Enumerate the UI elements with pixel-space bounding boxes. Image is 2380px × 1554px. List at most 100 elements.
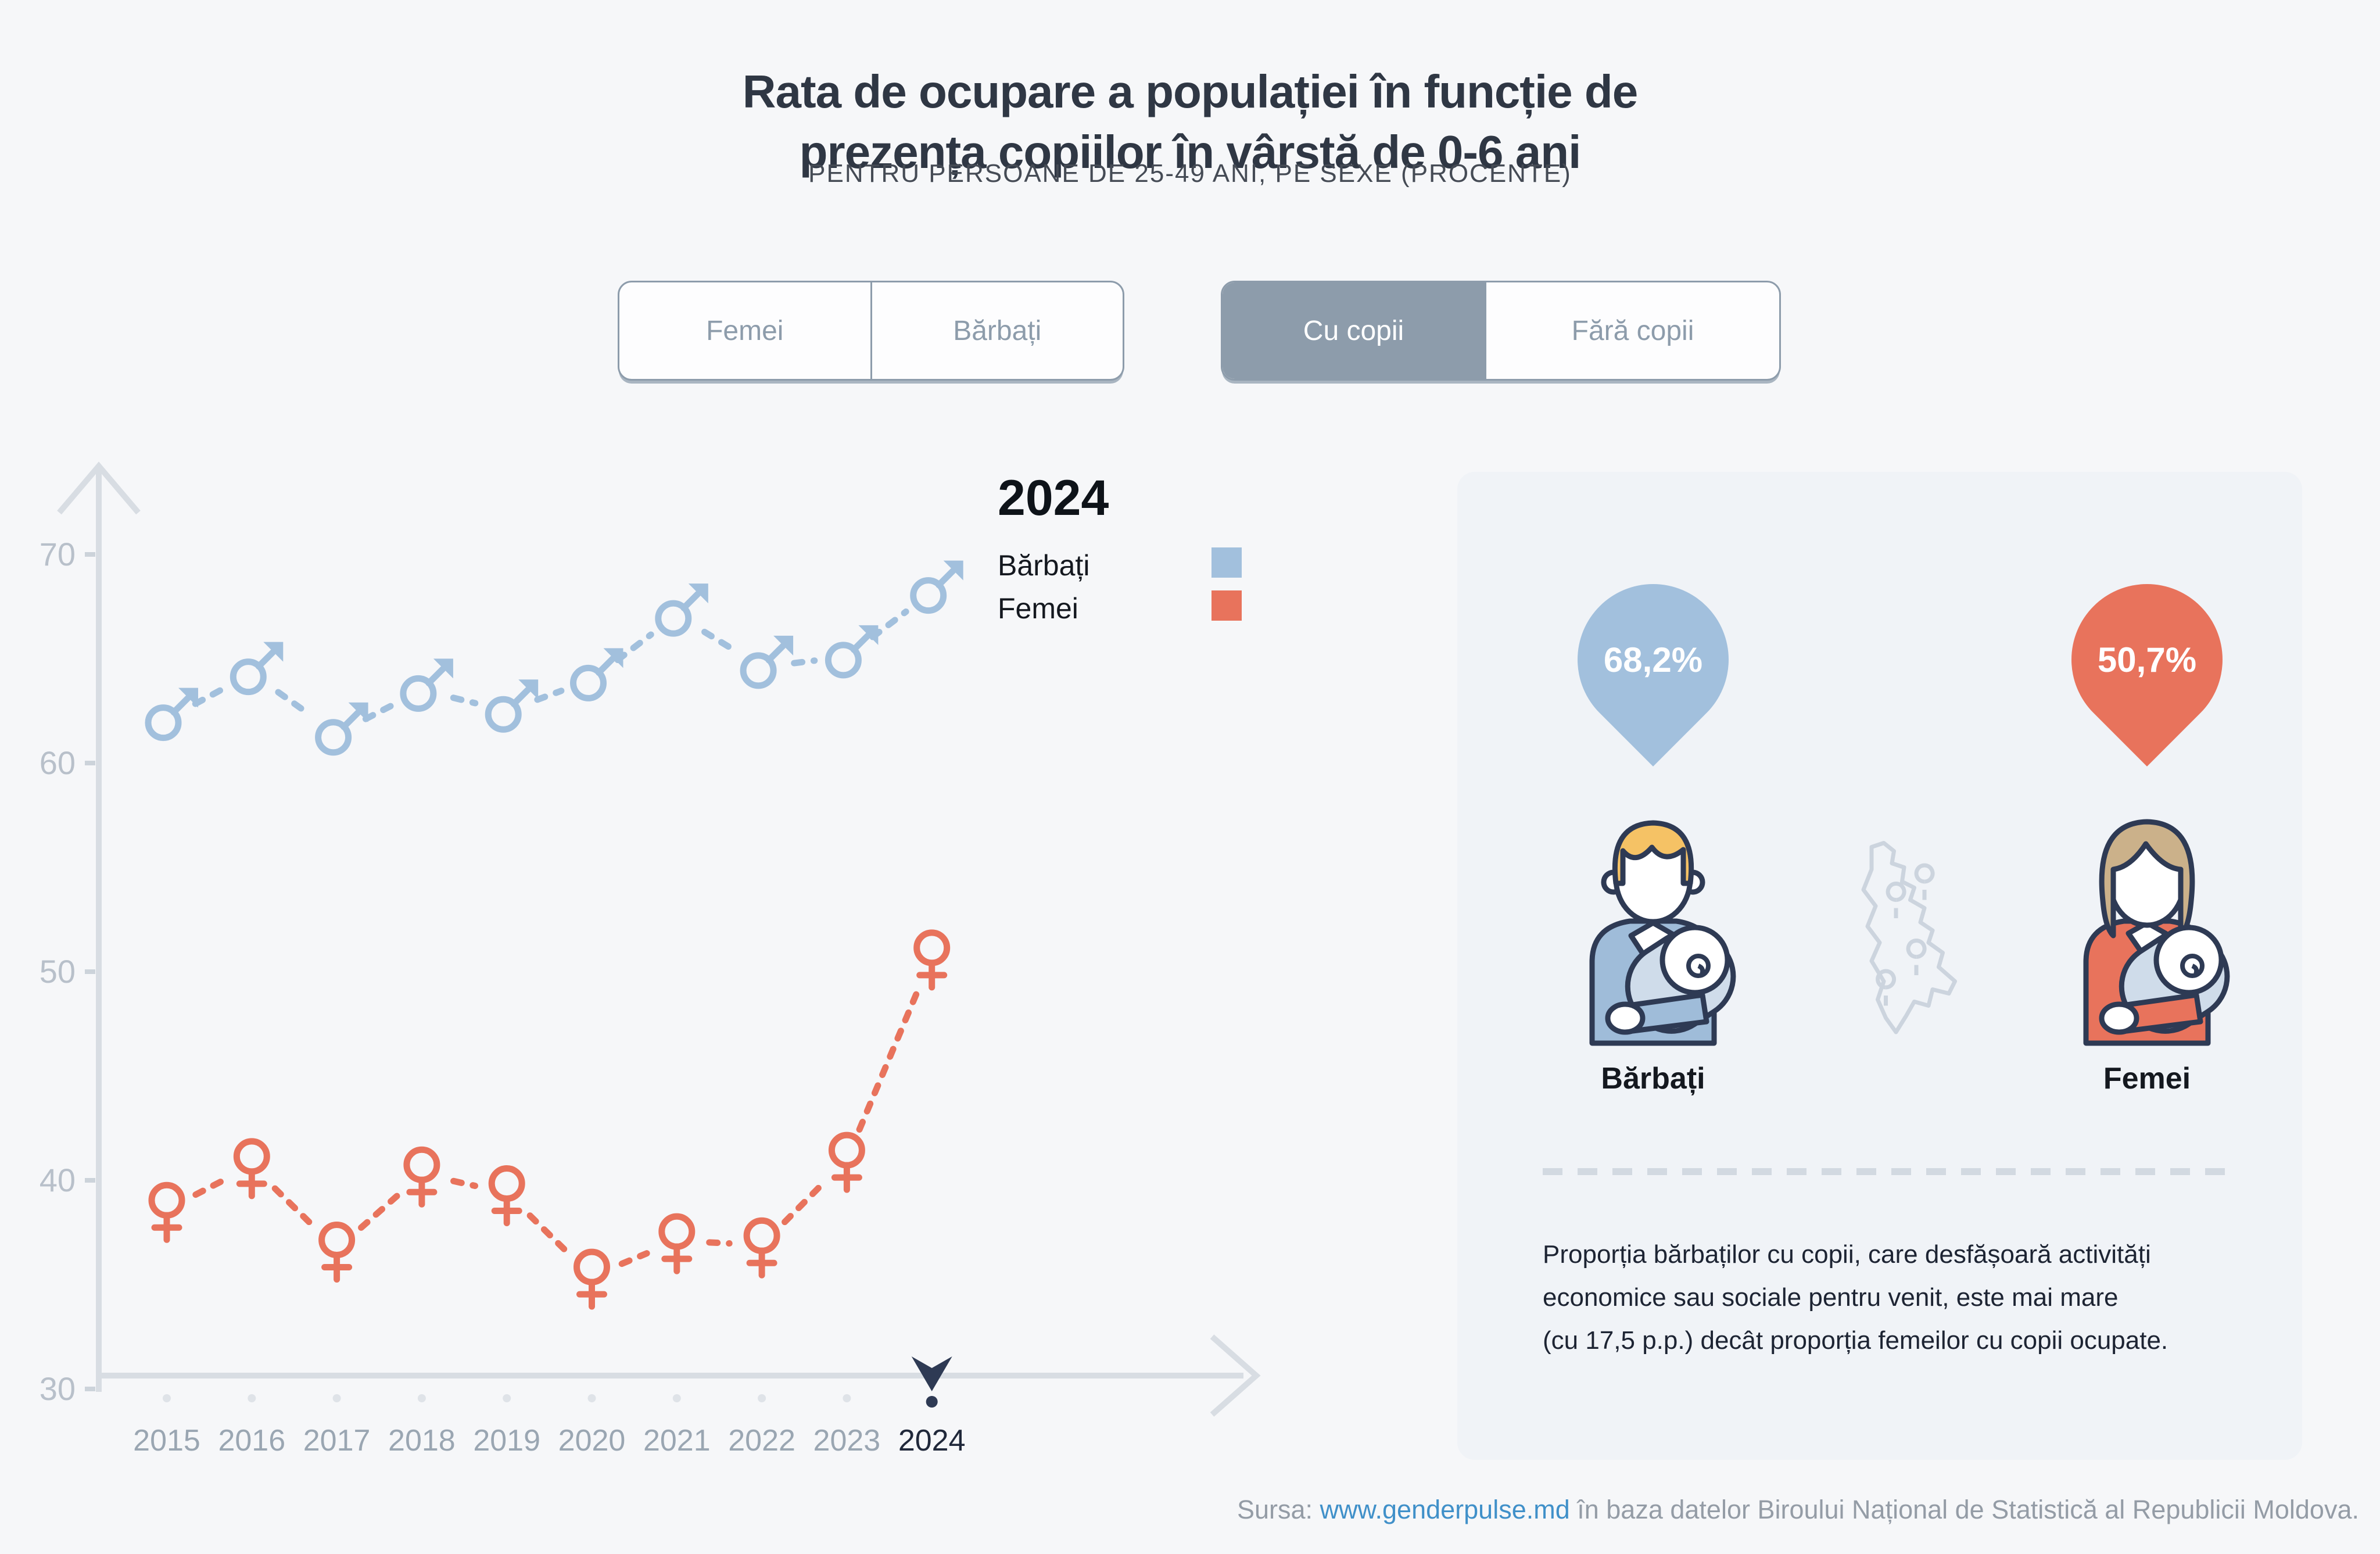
panel-note-line3: (cu 17,5 p.p.) decât proporția femeilor … xyxy=(1543,1326,2168,1355)
series-line-mars xyxy=(701,628,737,654)
series-line-mars xyxy=(450,694,479,707)
venus-marker-2018 xyxy=(403,1146,440,1208)
y-axis-arrow-icon xyxy=(57,461,141,515)
children-filter: Cu copii Fără copii xyxy=(1221,281,1781,381)
series-line-mars xyxy=(534,688,565,703)
series-line-venus xyxy=(450,1177,479,1189)
page-title: Rata de ocupare a populației în funcție … xyxy=(0,62,2380,182)
women-value-pin: 50,7% xyxy=(2040,553,2254,767)
x-axis-arrow-icon xyxy=(1210,1334,1261,1417)
sex-filter: Femei Bărbați xyxy=(618,281,1124,381)
mars-marker-2024 xyxy=(910,560,963,614)
source-suffix: în baza datelor Biroului Național de Sta… xyxy=(1569,1495,2359,1524)
series-line-venus xyxy=(618,1250,650,1267)
y-tick-30 xyxy=(85,1387,95,1391)
year-dot-2023 xyxy=(843,1394,851,1402)
venus-marker-2023 xyxy=(828,1132,865,1193)
series-line-venus xyxy=(526,1212,572,1257)
year-dot-2020 xyxy=(587,1394,596,1402)
mars-marker-2019 xyxy=(485,679,539,733)
legend-year: 2024 xyxy=(998,470,1109,526)
mars-marker-2018 xyxy=(400,658,453,712)
page-title-line2: prezența copiilor în vârstă de 0-6 ani xyxy=(799,126,1582,178)
legend-label-men: Bărbați xyxy=(998,549,1090,582)
filter-femei-button[interactable]: Femei xyxy=(619,282,870,379)
year-label-2018[interactable]: 2018 xyxy=(388,1424,456,1458)
men-color-swatch xyxy=(1211,547,1242,578)
figure-label-men: Bărbați xyxy=(1601,1062,1705,1095)
year-label-2016[interactable]: 2016 xyxy=(218,1424,285,1458)
year-dot-2018 xyxy=(417,1394,426,1402)
series-line-mars xyxy=(362,701,396,722)
y-tick-70 xyxy=(85,552,95,557)
y-tick-40 xyxy=(85,1178,95,1183)
page-subtitle: PENTRU PERSOANE DE 25-49 ANI, PE SEXE (P… xyxy=(808,159,1572,188)
legend-label-women: Femei xyxy=(998,592,1078,625)
series-line-venus xyxy=(192,1177,227,1198)
year-label-2023[interactable]: 2023 xyxy=(813,1424,881,1458)
y-tick-50 xyxy=(85,969,95,974)
panel-divider xyxy=(1543,1168,2228,1175)
y-tick-label-30: 30 xyxy=(40,1370,76,1407)
venus-marker-2020 xyxy=(574,1248,610,1310)
y-tick-60 xyxy=(85,761,95,765)
mars-marker-2023 xyxy=(825,625,879,679)
year-dot-2019 xyxy=(503,1394,511,1402)
source-prefix: Sursa: xyxy=(1236,1495,1320,1524)
mars-marker-2020 xyxy=(570,648,623,701)
year-cursor[interactable] xyxy=(911,1356,952,1408)
mars-marker-2016 xyxy=(230,642,284,696)
year-label-2015[interactable]: 2015 xyxy=(133,1424,200,1458)
y-tick-label-40: 40 xyxy=(40,1162,76,1198)
mars-marker-2021 xyxy=(655,583,708,637)
man-with-baby-illustration xyxy=(1589,820,1736,1046)
men-value-pin: 68,2% xyxy=(1546,553,1760,767)
mars-marker-2017 xyxy=(315,702,368,756)
panel-note-line1: Proporția bărbaților cu copii, care desf… xyxy=(1543,1240,2151,1269)
year-label-2024[interactable]: 2024 xyxy=(898,1424,966,1458)
venus-marker-2017 xyxy=(318,1221,356,1283)
y-tick-label-70: 70 xyxy=(40,536,76,572)
woman-with-baby-illustration xyxy=(2083,819,2230,1046)
filter-fara-copii-button[interactable]: Fără copii xyxy=(1485,282,1779,379)
series-line-mars xyxy=(614,631,654,663)
year-label-2021[interactable]: 2021 xyxy=(643,1424,711,1458)
series-line-venus xyxy=(271,1185,317,1230)
year-dot-2022 xyxy=(758,1394,766,1402)
figure-label-women: Femei xyxy=(2103,1062,2191,1095)
year-dot-2015 xyxy=(163,1394,171,1402)
y-tick-label-60: 60 xyxy=(40,744,76,781)
venus-marker-2022 xyxy=(743,1217,780,1279)
venus-marker-2021 xyxy=(658,1213,696,1274)
year-label-2019[interactable]: 2019 xyxy=(473,1424,540,1458)
mars-marker-2015 xyxy=(145,688,198,742)
filter-barbati-button[interactable]: Bărbați xyxy=(870,282,1123,379)
panel-note-line2: economice sau sociale pentru venit, este… xyxy=(1543,1283,2119,1312)
year-label-2017[interactable]: 2017 xyxy=(303,1424,371,1458)
year-dot-2017 xyxy=(332,1394,341,1402)
series-line-mars xyxy=(791,657,818,667)
women-value-label: 50,7% xyxy=(2097,640,2197,679)
filter-cu-copii-button[interactable]: Cu copii xyxy=(1223,282,1485,379)
source-line: Sursa: www.genderpulse.md în baza datelo… xyxy=(1237,1495,2359,1525)
venus-marker-2024 xyxy=(913,929,951,991)
women-color-swatch xyxy=(1211,590,1242,621)
moldova-map-outline xyxy=(1861,841,1957,1034)
series-line-mars xyxy=(192,685,227,707)
year-label-2022[interactable]: 2022 xyxy=(728,1424,795,1458)
series-line-mars xyxy=(869,608,909,640)
panel-note: Proporția bărbaților cu copii, care desf… xyxy=(1543,1233,2168,1362)
series-line-mars xyxy=(275,689,314,718)
year-label-2020[interactable]: 2020 xyxy=(558,1424,626,1458)
series-line-venus xyxy=(856,983,923,1133)
venus-marker-2016 xyxy=(233,1138,270,1199)
venus-marker-2015 xyxy=(148,1181,185,1243)
series-line-venus xyxy=(706,1239,733,1247)
series-line-venus xyxy=(358,1192,401,1231)
y-tick-label-50: 50 xyxy=(40,953,76,990)
source-link[interactable]: www.genderpulse.md xyxy=(1320,1495,1570,1524)
year-dot-2016 xyxy=(248,1394,256,1402)
venus-marker-2019 xyxy=(488,1165,525,1227)
